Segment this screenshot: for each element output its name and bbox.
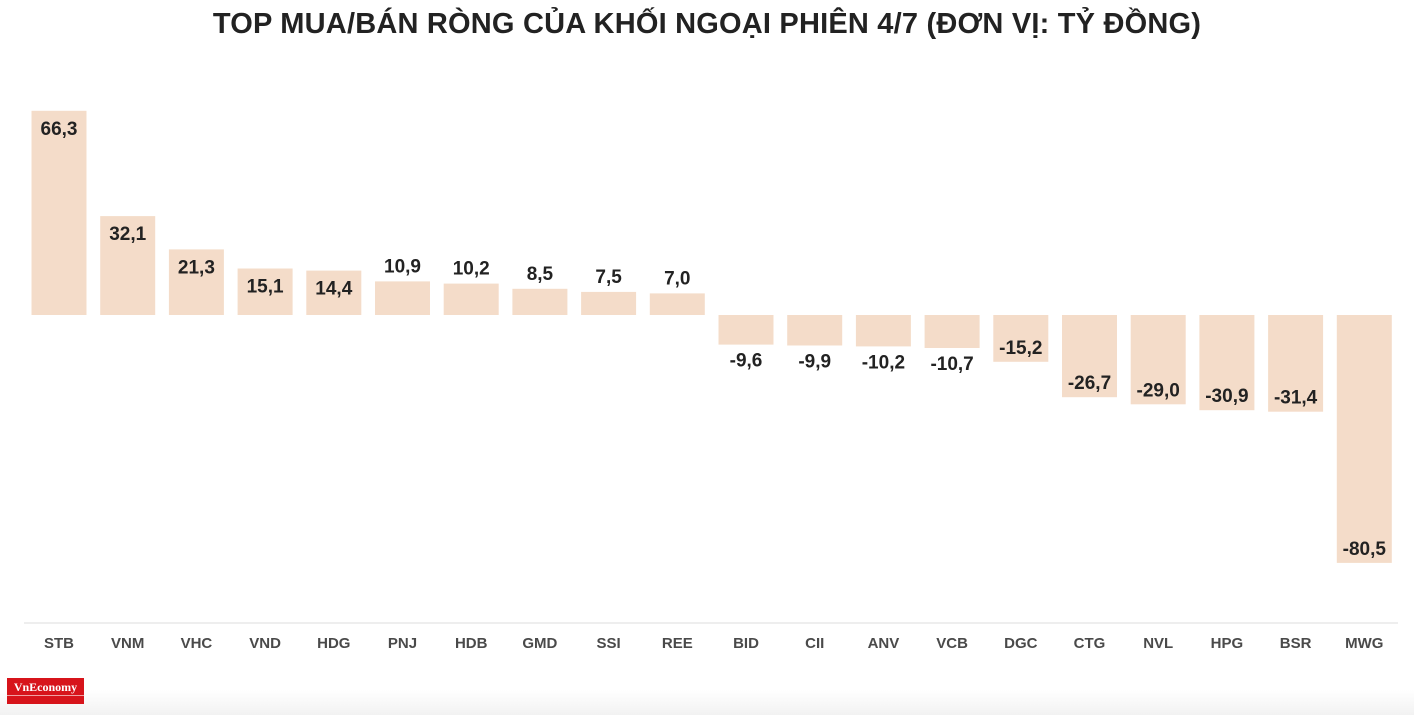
logo-text: VnEconomy <box>13 680 78 694</box>
bar-bid <box>718 315 774 345</box>
category-label-bsr: BSR <box>1280 635 1312 652</box>
category-label-gmd: GMD <box>522 635 557 652</box>
value-label-ssi: 7,5 <box>595 267 622 288</box>
bar-gmd <box>512 288 568 315</box>
bar-stb <box>31 110 87 315</box>
category-label-anv: ANV <box>868 635 900 652</box>
value-label-mwg: -80,5 <box>1343 539 1387 560</box>
bar-hdg <box>306 270 362 315</box>
value-labels: 66,3 32,1 21,3 15,1 14,4 10,9 10,2 8,5 7,5 7,0 -9,… <box>39 117 1388 561</box>
bar-mwg <box>1336 315 1392 563</box>
value-label-stb: 66,3 <box>41 119 78 140</box>
category-label-vnd: VND <box>249 635 281 652</box>
value-label-vnm: 32,1 <box>109 224 146 245</box>
category-label-ctg: CTG <box>1074 635 1106 652</box>
vneconomy-logo: VnEconomy <box>7 678 84 704</box>
value-label-vhc: 21,3 <box>178 257 215 278</box>
category-label-stb: STB <box>44 635 74 652</box>
category-label-pnj: PNJ <box>388 635 417 652</box>
category-labels: STB VNM VHC VND HDG PNJ HDB GMD SSI REE BID CII ANV V… <box>44 635 1383 652</box>
value-label-hdb: 10,2 <box>453 259 490 280</box>
bar-anv <box>855 315 911 347</box>
value-label-vcb: -10,7 <box>930 354 973 375</box>
value-label-hpg: -30,9 <box>1205 386 1248 407</box>
value-label-vnd: 15,1 <box>247 277 284 298</box>
category-label-vcb: VCB <box>936 635 968 652</box>
category-label-hdb: HDB <box>455 635 488 652</box>
category-label-hdg: HDG <box>317 635 350 652</box>
value-label-pnj: 10,9 <box>384 256 421 277</box>
category-label-cii: CII <box>805 635 824 652</box>
value-label-anv: -10,2 <box>862 352 905 373</box>
bar-dgc <box>993 315 1049 362</box>
bar-chart: 66,3 32,1 21,3 15,1 14,4 10,9 10,2 8,5 7,5 7,0 -9,… <box>24 110 1398 652</box>
value-label-ree: 7,0 <box>664 268 690 289</box>
logo-tagline-rule <box>7 695 84 699</box>
category-label-vnm: VNM <box>111 635 144 652</box>
category-label-vhc: VHC <box>181 635 213 652</box>
bar-ctg <box>1062 315 1117 398</box>
bar-vnd <box>237 268 293 315</box>
category-label-ree: REE <box>662 635 693 652</box>
bar-bsr <box>1268 315 1324 412</box>
value-label-ctg: -26,7 <box>1068 373 1111 394</box>
category-label-nvl: NVL <box>1143 635 1173 652</box>
footer-strip <box>0 690 1414 715</box>
value-label-dgc: -15,2 <box>999 338 1042 359</box>
chart-title: TOP MUA/BÁN RÒNG CỦA KHỐI NGOẠI PHIÊN 4/… <box>212 8 1202 40</box>
bar-pnj <box>375 281 430 315</box>
category-label-bid: BID <box>733 635 759 652</box>
bar-group <box>31 110 1392 563</box>
value-label-bid: -9,6 <box>730 351 763 372</box>
category-label-ssi: SSI <box>597 635 621 652</box>
value-label-cii: -9,9 <box>798 352 831 373</box>
bar-hdb <box>443 283 499 315</box>
value-label-nvl: -29,0 <box>1137 380 1180 401</box>
bar-vnm <box>100 216 156 315</box>
bar-vcb <box>924 315 980 348</box>
bar-cii <box>787 315 843 346</box>
bar-nvl <box>1130 315 1186 405</box>
value-label-hdg: 14,4 <box>315 279 352 300</box>
bar-hpg <box>1199 315 1255 411</box>
bar-ssi <box>581 291 637 315</box>
value-label-gmd: 8,5 <box>527 264 554 285</box>
category-label-mwg: MWG <box>1345 635 1383 652</box>
bar-ree <box>649 293 705 315</box>
value-label-bsr: -31,4 <box>1274 388 1318 409</box>
category-label-hpg: HPG <box>1211 635 1244 652</box>
bar-vhc <box>168 249 224 315</box>
category-label-dgc: DGC <box>1004 635 1038 652</box>
